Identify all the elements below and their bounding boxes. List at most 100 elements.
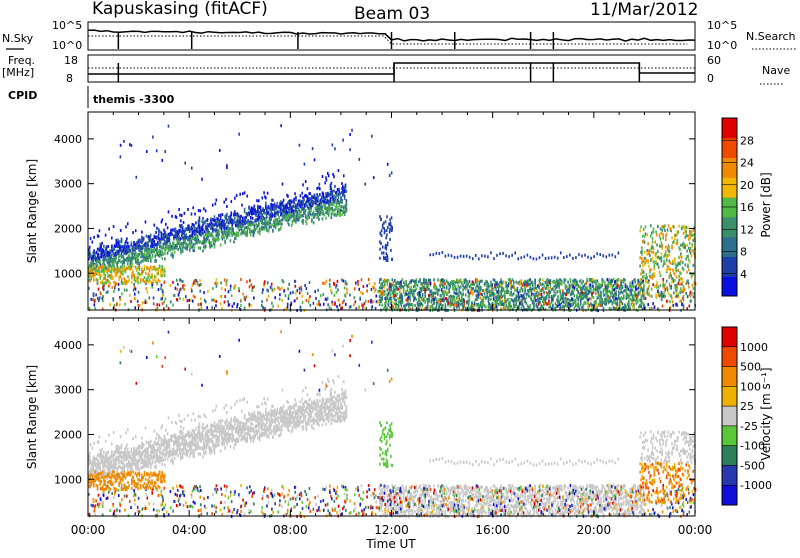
power-cell <box>109 303 111 306</box>
power-cell <box>205 209 207 212</box>
power-cell <box>510 305 512 308</box>
power-cell <box>658 266 660 269</box>
power-cell <box>107 245 109 248</box>
power-cell <box>504 295 506 298</box>
power-cell <box>627 302 629 305</box>
power-cell <box>424 301 426 304</box>
power-cell <box>358 306 360 309</box>
power-cell <box>149 296 151 299</box>
power-cell <box>622 302 624 305</box>
power-cell <box>193 280 195 283</box>
power-cell <box>540 293 542 296</box>
power-cell <box>346 207 348 210</box>
power-cell <box>601 304 603 307</box>
power-cell <box>192 243 194 246</box>
power-cell <box>660 227 662 230</box>
power-cell <box>176 279 178 282</box>
power-cell <box>388 300 390 303</box>
power-cell <box>632 281 634 284</box>
power-cell <box>465 294 467 297</box>
power-cell <box>218 237 220 240</box>
power-cell <box>605 285 607 288</box>
power-cell <box>642 264 644 267</box>
power-cell <box>147 244 149 247</box>
power-cell <box>375 295 377 298</box>
power-cell <box>661 241 663 244</box>
power-cell <box>650 259 652 262</box>
power-cell <box>384 290 386 293</box>
power-cell <box>181 243 183 246</box>
power-cell <box>200 247 202 250</box>
power-cell <box>640 272 642 275</box>
power-cell <box>547 286 549 289</box>
power-cell <box>591 292 593 295</box>
power-cell <box>463 304 465 307</box>
power-cell <box>302 301 304 304</box>
power-cell <box>150 257 152 260</box>
power-cell <box>193 224 195 227</box>
power-cell <box>212 204 214 207</box>
power-cell <box>220 295 222 298</box>
power-cell <box>213 228 215 231</box>
power-cell <box>174 294 176 297</box>
power-cell <box>329 279 331 282</box>
power-cell <box>204 237 206 240</box>
power-cell <box>154 224 156 227</box>
power-cell <box>191 213 193 216</box>
power-cell <box>272 199 274 202</box>
power-cell <box>590 298 592 301</box>
power-cell <box>92 259 94 262</box>
power-cell <box>116 302 118 305</box>
power-cell <box>299 217 301 220</box>
power-cell <box>162 289 164 292</box>
power-cell <box>288 297 290 300</box>
power-cell <box>322 175 324 178</box>
power-cell <box>417 284 419 287</box>
power-cell <box>231 211 233 214</box>
power-cell <box>453 288 455 291</box>
power-cell <box>632 295 634 298</box>
power-cell <box>133 283 135 286</box>
power-cell <box>632 289 634 292</box>
power-cell <box>520 294 522 297</box>
power-cell <box>200 303 202 306</box>
power-cell <box>290 292 292 295</box>
power-cell <box>246 213 248 216</box>
power-cell <box>446 287 448 290</box>
power-cell <box>179 214 181 217</box>
power-cell <box>350 305 352 308</box>
power-cell <box>292 205 294 208</box>
power-cell <box>429 279 431 282</box>
power-cell <box>406 299 408 302</box>
power-cell <box>140 255 142 258</box>
power-cell <box>481 280 483 283</box>
power-cell <box>263 191 265 194</box>
power-cell <box>400 304 402 307</box>
power-cell <box>232 229 234 232</box>
power-cell <box>637 279 639 282</box>
nsearch-tick-bottom: 10^0 <box>707 39 737 52</box>
power-cell <box>288 223 290 226</box>
power-cell <box>158 288 160 291</box>
power-cell <box>428 297 430 300</box>
power-cell <box>224 279 226 282</box>
power-cell <box>394 294 396 297</box>
power-cell <box>387 304 389 307</box>
power-cell <box>266 229 268 232</box>
power-cell <box>216 278 218 281</box>
power-cell <box>656 284 658 287</box>
power-cell <box>379 281 381 284</box>
power-cell <box>141 231 143 234</box>
power-cell <box>500 290 502 293</box>
power-cell <box>321 200 323 203</box>
power-cell <box>368 278 370 281</box>
power-cell <box>216 224 218 227</box>
power-cell <box>667 254 669 257</box>
power-cell <box>366 289 368 292</box>
power-cell <box>338 169 340 172</box>
power-cell <box>568 302 570 305</box>
power-cell <box>268 295 270 298</box>
power-cell <box>463 298 465 301</box>
power-cell <box>662 278 664 281</box>
power-cell <box>447 298 449 301</box>
